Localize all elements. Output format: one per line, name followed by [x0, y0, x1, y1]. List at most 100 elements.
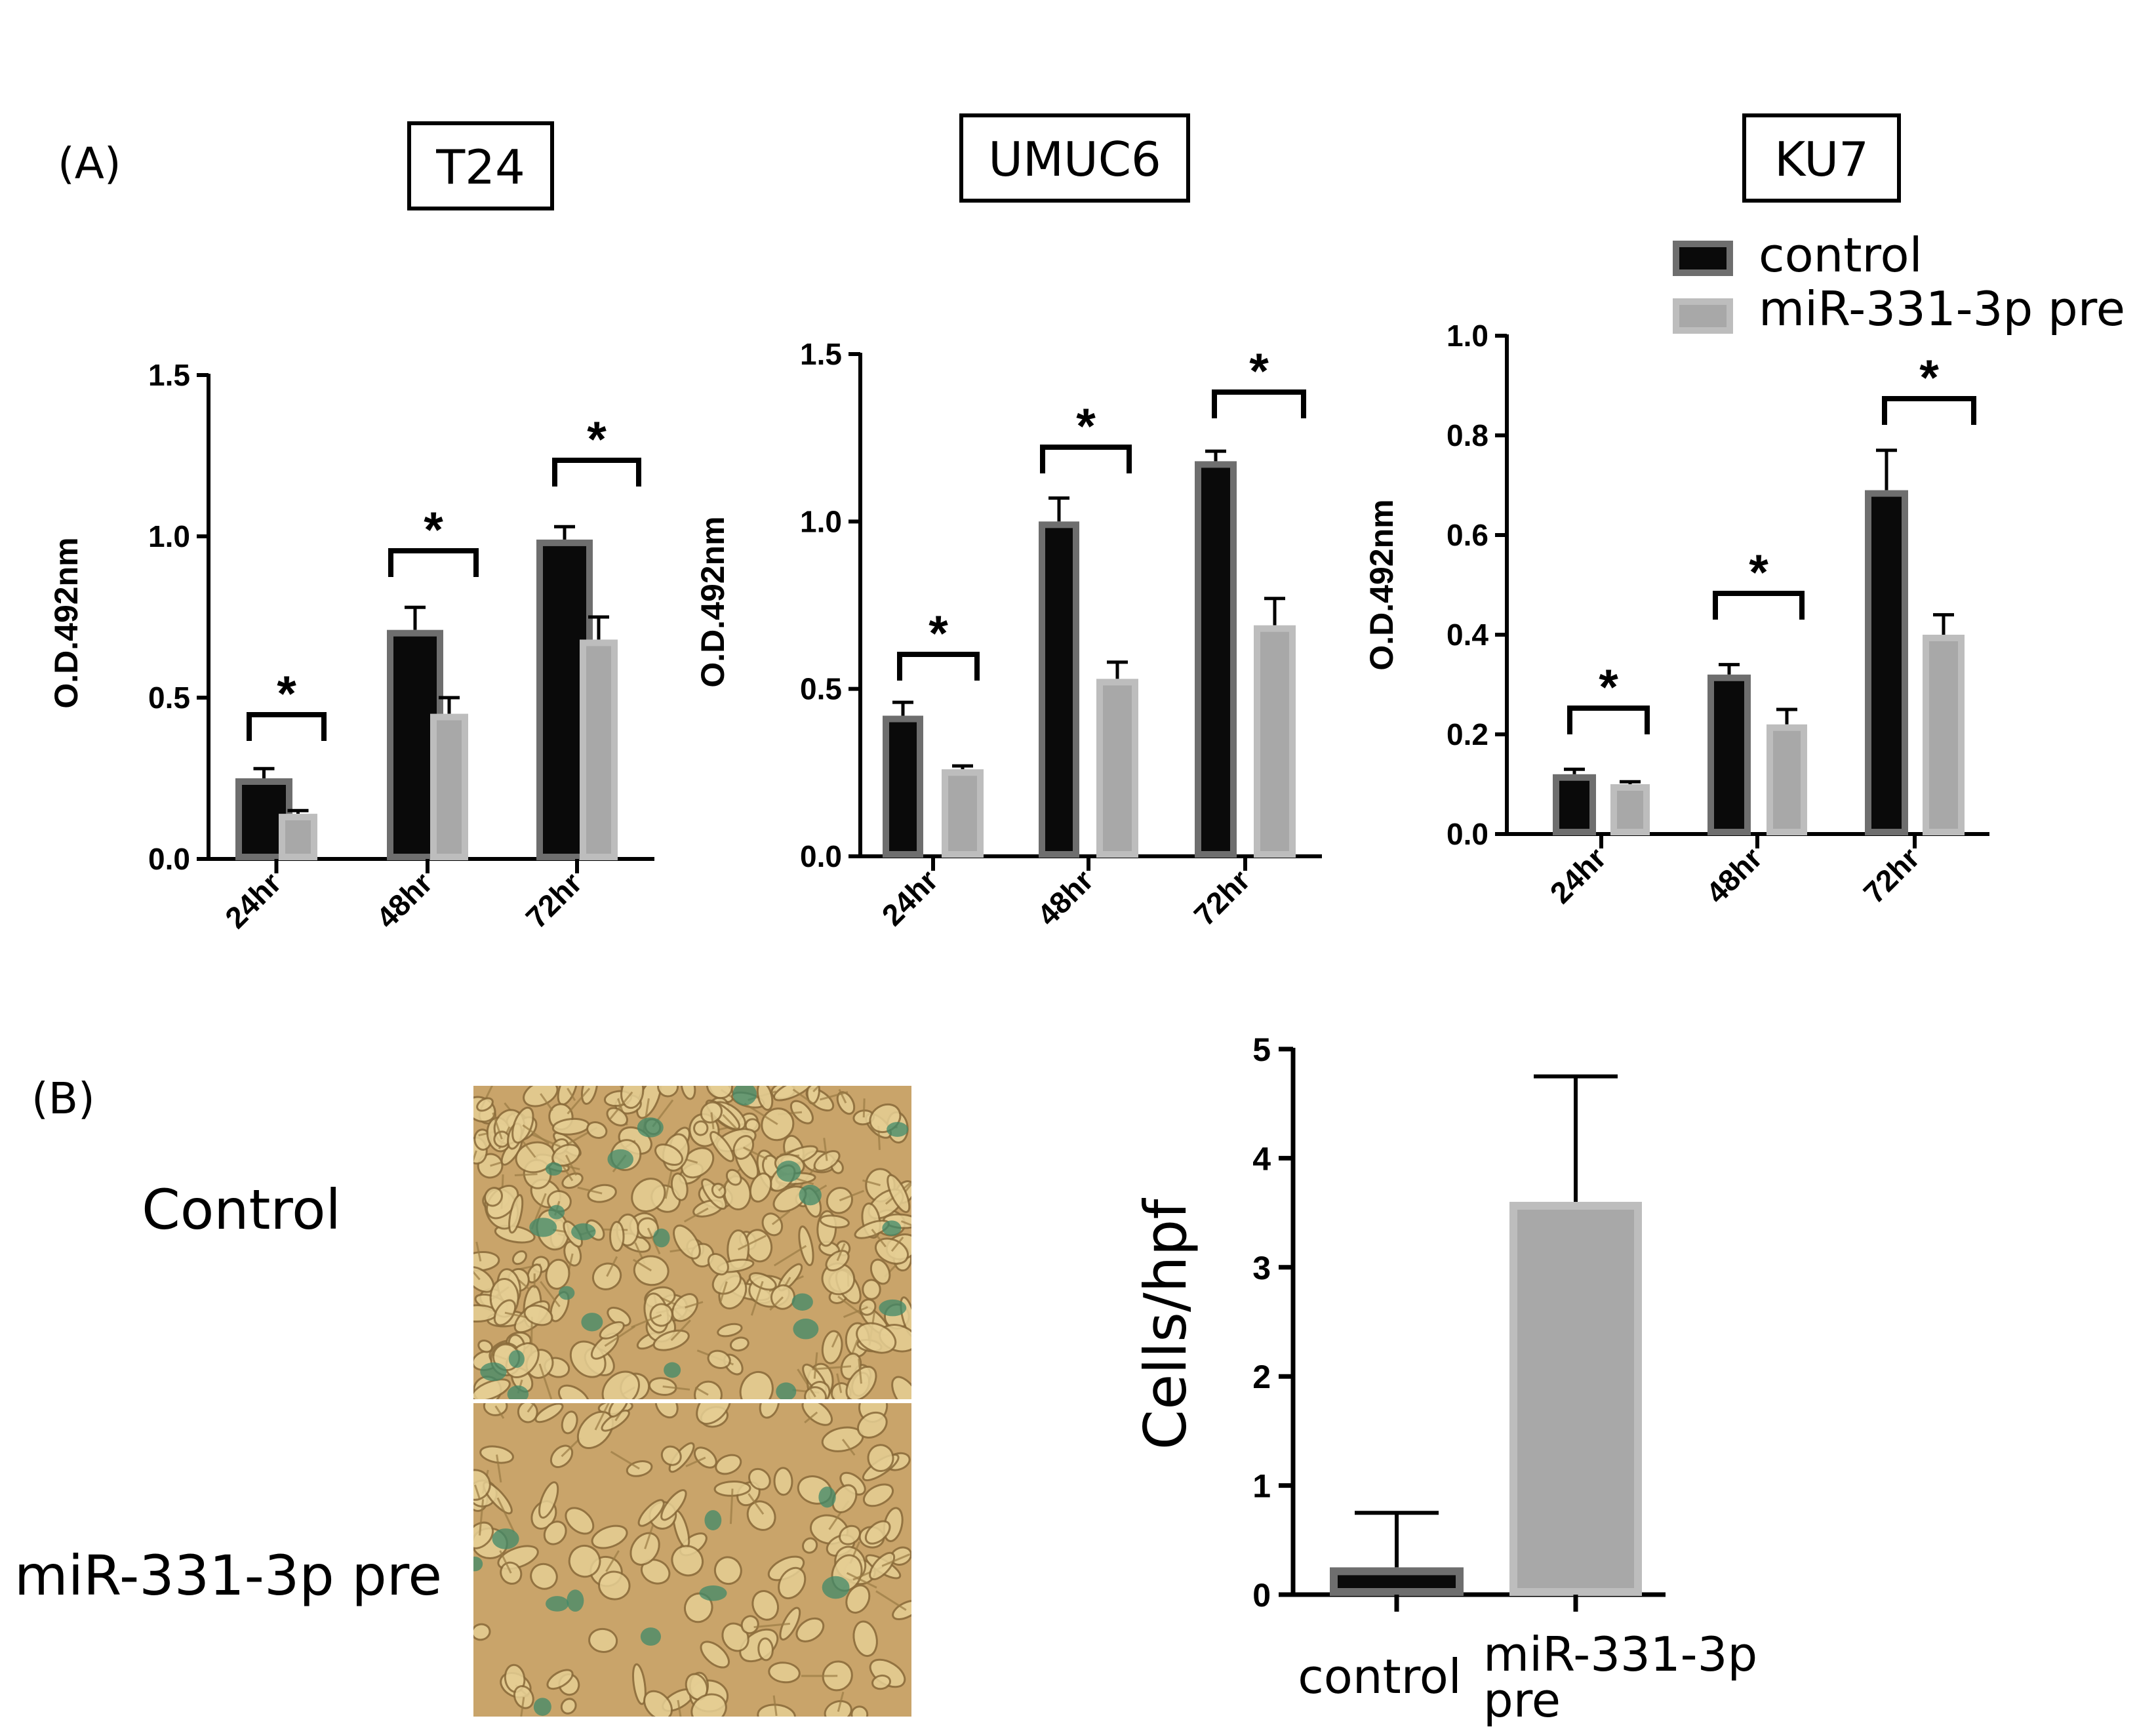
cell-process	[577, 1186, 603, 1195]
significance-marker: *	[277, 666, 296, 722]
y-tick-label: 1.5	[148, 358, 190, 392]
stained-cell	[776, 1382, 797, 1399]
cell	[560, 1698, 577, 1715]
title-box-t24: T24	[407, 121, 554, 210]
cell-process	[522, 1124, 550, 1145]
significance-bracket	[1713, 591, 1805, 620]
cell-process	[769, 1296, 784, 1311]
significance-marker: *	[1076, 399, 1096, 454]
cell-process	[609, 1091, 633, 1120]
cell-process	[538, 1363, 553, 1399]
cell-process	[473, 1150, 477, 1163]
cell	[586, 1121, 608, 1139]
cell	[476, 1097, 494, 1112]
cell	[654, 1403, 679, 1419]
cell-process	[795, 1177, 814, 1185]
cell	[631, 1663, 647, 1705]
cell	[749, 1172, 772, 1203]
significance-bracket	[247, 712, 327, 741]
stained-cell	[637, 1117, 664, 1138]
cell	[671, 1545, 704, 1577]
cell	[850, 1705, 869, 1717]
y-tick-label: 0.6	[1447, 518, 1488, 552]
chart-title-umuc6: UMUC6	[988, 132, 1161, 187]
stained-cell	[822, 1576, 850, 1599]
y-tick-label: 0.0	[148, 842, 190, 876]
bar-control	[1330, 1567, 1464, 1596]
cell-process	[662, 1385, 690, 1391]
cell	[690, 1693, 727, 1717]
cell-process	[540, 1281, 561, 1307]
cell	[561, 1410, 578, 1435]
y-tick-label: 1.5	[800, 337, 842, 371]
y-tick-label: 0.0	[800, 839, 842, 873]
cell	[538, 1481, 559, 1519]
y-axis-title: O.D.492nm	[48, 537, 85, 708]
y-tick-label: 0	[1252, 1577, 1271, 1614]
cell-process	[773, 1244, 807, 1267]
y-tick-label: 1	[1252, 1468, 1271, 1505]
cell-layer	[473, 1086, 911, 1399]
cell	[588, 1627, 618, 1653]
cell	[706, 1086, 734, 1100]
cell	[707, 1252, 729, 1276]
cell	[826, 1187, 854, 1214]
significance-bracket	[1567, 706, 1650, 734]
x-tick-label: 24hr	[218, 866, 288, 935]
cell-process	[858, 1358, 862, 1384]
cell-process	[604, 1325, 636, 1347]
significance-marker: *	[1249, 344, 1269, 399]
legend-swatch-control	[1673, 241, 1733, 276]
cell	[557, 1384, 590, 1399]
stained-cell	[508, 1350, 525, 1368]
significance-marker: *	[928, 606, 948, 662]
cell-process	[748, 1493, 765, 1515]
panel-b-label: (B)	[31, 1073, 95, 1124]
stained-cell	[791, 1293, 813, 1311]
x-tick-label: 72hr	[1188, 863, 1257, 932]
bar-treated	[430, 713, 468, 860]
cell-process	[812, 1365, 852, 1370]
chart-title-t24: T24	[435, 140, 525, 195]
x-tick-label: 48hr	[370, 866, 439, 935]
cell	[696, 1403, 732, 1425]
cell	[483, 1187, 503, 1207]
cell	[606, 1107, 628, 1126]
cell-process	[685, 1301, 704, 1309]
cell-process	[719, 1281, 728, 1304]
bar-control	[1865, 490, 1908, 835]
x-tick-label: 48hr	[1700, 841, 1769, 910]
stained-cell	[607, 1149, 634, 1170]
cell	[715, 1454, 742, 1475]
cell	[773, 1467, 793, 1496]
significance-marker: *	[587, 412, 607, 468]
cell-process	[677, 1700, 682, 1717]
cell-process	[900, 1220, 911, 1227]
cell-process	[837, 1691, 845, 1712]
y-tick-label: 1.0	[800, 504, 842, 538]
cell-process	[823, 1138, 828, 1161]
bar-treated	[1923, 635, 1965, 835]
cell-process	[606, 1256, 618, 1277]
cell-process	[496, 1454, 502, 1483]
cell	[869, 1258, 891, 1285]
stained-cell	[640, 1627, 662, 1646]
cell-process	[492, 1112, 503, 1140]
significance-bracket	[388, 548, 479, 577]
cell-process	[862, 1179, 881, 1187]
title-box-ku7: KU7	[1742, 113, 1901, 203]
cell-process	[520, 1697, 525, 1717]
bar-control	[1195, 461, 1237, 858]
cell-process	[871, 1228, 887, 1248]
cell-process	[744, 1102, 778, 1125]
cell-process	[670, 1319, 691, 1342]
significance-marker: *	[1599, 660, 1618, 715]
cell-process	[831, 1333, 840, 1348]
cell	[717, 1323, 743, 1338]
stained-cell	[567, 1589, 584, 1612]
cell-process	[804, 1411, 818, 1423]
cell-process	[890, 1236, 904, 1252]
x-tick-label: 72hr	[1857, 841, 1926, 910]
cell	[546, 1669, 574, 1690]
significance-bracket	[1040, 445, 1132, 473]
